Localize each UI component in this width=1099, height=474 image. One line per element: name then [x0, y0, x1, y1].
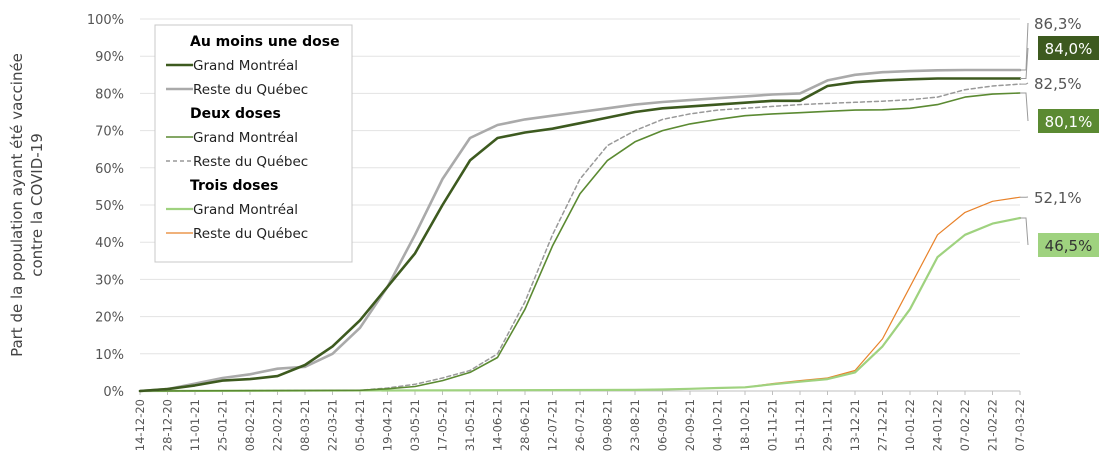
end-label-box: [1038, 36, 1099, 60]
y-axis-title-line: Part de la population ayant été vaccinée: [8, 53, 26, 357]
series-line: [139, 83, 1021, 392]
x-tick-label: 01-11-21: [766, 399, 780, 451]
x-tick-label: 20-09-21: [683, 399, 697, 451]
x-tick-label: 14-06-21: [491, 399, 505, 451]
x-tick-label: 07-03-22: [1013, 399, 1027, 451]
x-tick-label: 12-07-21: [546, 399, 560, 451]
legend-group-title: Deux doses: [190, 106, 281, 122]
x-tick-label: 18-10-21: [738, 399, 752, 451]
x-tick-label: 04-10-21: [711, 399, 725, 451]
x-tick-label: 31-05-21: [463, 399, 477, 451]
x-tick-label: 11-01-21: [188, 399, 202, 451]
legend-item-label: Grand Montréal: [193, 58, 298, 74]
x-tick-label: 26-07-21: [573, 399, 587, 451]
series-line: [138, 216, 1022, 393]
legend-item-label: Grand Montréal: [193, 202, 298, 218]
end-value-label: 80,1%: [1045, 113, 1093, 131]
y-tick-label: 20%: [95, 311, 124, 326]
end-label-leader: [1020, 217, 1029, 246]
x-tick-label: 09-08-21: [601, 399, 615, 451]
y-tick-label: 10%: [95, 348, 124, 363]
y-tick-label: 90%: [95, 50, 124, 65]
end-value-label: 82,5%: [1034, 75, 1082, 93]
x-tick-label: 17-05-21: [436, 399, 450, 451]
series-line: [139, 92, 1021, 392]
y-tick-label: 100%: [87, 13, 124, 28]
end-label-leader: [1020, 22, 1029, 71]
x-tick-label: 28-06-21: [518, 399, 532, 451]
y-tick-label: 60%: [95, 162, 124, 177]
y-tick-label: 80%: [95, 87, 124, 102]
end-labels: 84,0% 86,3% 80,1% 82,5% 46,5% 52,1%: [1020, 15, 1099, 257]
y-tick-label: 0%: [103, 385, 124, 400]
end-label-box: [1038, 109, 1099, 133]
y-axis-title-line: contre la COVID-19: [28, 133, 46, 277]
x-tick-label: 27-12-21: [876, 399, 890, 451]
x-tick-label: 07-02-22: [958, 399, 972, 451]
legend-item-label: Reste du Québec: [193, 154, 308, 170]
end-value-label: 46,5%: [1045, 237, 1093, 255]
y-tick-label: 70%: [95, 125, 124, 140]
x-tick-label: 25-01-21: [216, 399, 230, 451]
end-label-box: [1038, 233, 1099, 257]
x-tick-label: 14-12-20: [133, 399, 147, 451]
x-tick-labels: 14-12-20 28-12-20 11-01-21 25-01-21 08-02-21…: [133, 391, 1027, 451]
x-tick-label: 13-12-21: [848, 399, 862, 451]
y-axis-title: Part de la population ayant été vaccinée…: [8, 53, 46, 357]
x-tick-label: 22-03-21: [326, 399, 340, 451]
series-lines: [138, 68, 1022, 393]
x-tick-label: 28-12-20: [161, 399, 175, 451]
x-tick-label: 15-11-21: [793, 399, 807, 451]
y-tick-label: 30%: [95, 273, 124, 288]
x-tick-label: 21-02-22: [986, 399, 1000, 451]
x-tick-label: 03-05-21: [408, 399, 422, 451]
x-tick-label: 19-04-21: [381, 399, 395, 451]
x-tick-label: 08-03-21: [298, 399, 312, 451]
legend-group-title: Au moins une dose: [190, 34, 340, 50]
legend: Au moins une dose Grand Montréal Reste du …: [154, 24, 353, 263]
x-tick-label: 08-02-21: [243, 399, 257, 451]
x-tick-label: 29-11-21: [821, 399, 835, 451]
y-tick-label: 50%: [95, 199, 124, 214]
end-value-label: 86,3%: [1034, 15, 1082, 33]
series-line: [138, 77, 1022, 393]
legend-group-title: Trois doses: [190, 178, 278, 194]
x-tick-label: 10-01-22: [903, 399, 917, 451]
legend-item-label: Reste du Québec: [193, 82, 308, 98]
x-tick-label: 06-09-21: [656, 399, 670, 451]
y-tick-label: 40%: [95, 236, 124, 251]
x-tick-label: 23-08-21: [628, 399, 642, 451]
x-tick-label: 05-04-21: [353, 399, 367, 451]
x-tick-label: 24-01-22: [931, 399, 945, 451]
y-tick-labels: 0% 10% 20% 30% 40% 50% 60% 70% 80% 90% 100%: [87, 13, 124, 400]
x-tick-label: 22-02-21: [271, 399, 285, 451]
end-label-leader: [1020, 47, 1029, 80]
end-value-label: 84,0%: [1045, 40, 1093, 58]
end-value-label: 52,1%: [1034, 189, 1082, 207]
end-label-leader: [1020, 82, 1029, 85]
legend-item-label: Reste du Québec: [193, 226, 308, 242]
series-line: [138, 68, 1022, 393]
legend-item-label: Grand Montréal: [193, 130, 298, 146]
end-label-leader: [1020, 92, 1029, 122]
